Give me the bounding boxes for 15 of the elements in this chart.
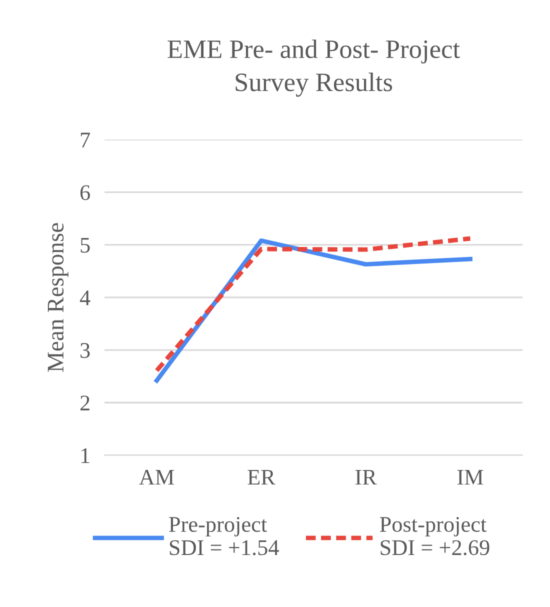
legend-label: Post-project SDI = +2.69 xyxy=(380,516,490,556)
chart-title: EME Pre- and Post- Project Survey Results xyxy=(168,40,460,97)
y-tick-label: 4 xyxy=(80,290,90,306)
x-tick-label: IM xyxy=(457,470,484,485)
y-tick-label: 1 xyxy=(81,448,90,463)
y-tick-label: 3 xyxy=(80,343,90,358)
x-tick-label: AM xyxy=(139,470,174,485)
y-tick-label: 5 xyxy=(80,238,90,253)
x-tick-label: ER xyxy=(248,470,276,485)
legend-label: Pre-project SDI = +1.54 xyxy=(169,516,279,556)
y-tick-label: 6 xyxy=(80,185,90,200)
y-tick-label: 7 xyxy=(80,132,90,148)
y-tick-label: 2 xyxy=(80,396,90,410)
y-axis-title: Mean Response xyxy=(48,223,68,372)
x-tick-label: IR xyxy=(355,470,377,485)
